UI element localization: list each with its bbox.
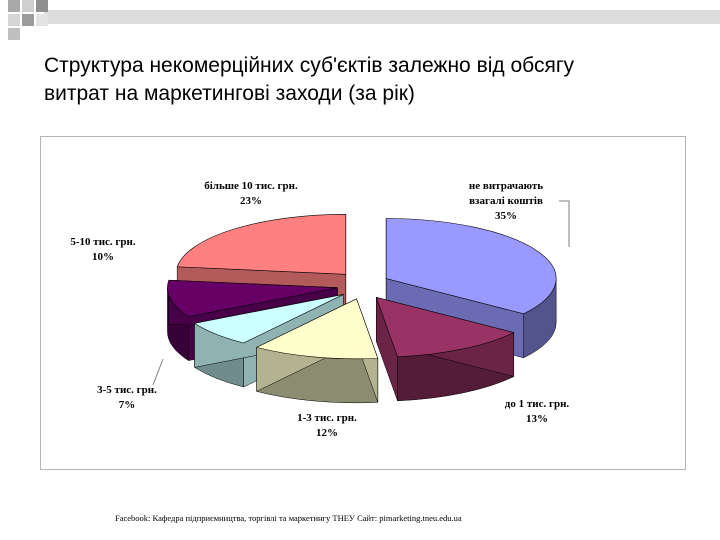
header-square <box>36 0 48 12</box>
header-bar <box>44 10 720 24</box>
slide-footer: Facebook: Кафедра підприємництва, торгів… <box>115 513 462 523</box>
slice-label: 35% <box>495 210 517 222</box>
label-leader-line <box>152 358 164 386</box>
chart-frame: не витрачають взагалі коштів 35% до 1 тис. … <box>40 136 686 470</box>
slice-label: 5-10 тис. грн. <box>70 236 135 248</box>
pie-slice <box>255 298 379 404</box>
slice-label: 3-5 тис. грн. <box>97 384 157 396</box>
slice-label: 23% <box>240 195 262 207</box>
header-square <box>36 14 48 26</box>
slice-label: 7% <box>119 399 136 411</box>
pie-slice <box>375 296 515 402</box>
slice-label: 1-3 тис. грн. <box>297 412 357 424</box>
slice-label: 12% <box>316 427 338 439</box>
header-square <box>8 0 20 12</box>
slice-label: до 1 тис. грн. <box>505 398 570 410</box>
slide-title: Структура некомерційних суб'єктів залежн… <box>44 52 684 108</box>
slice-label: взагалі коштів <box>469 195 543 207</box>
slide-title-line-1: Структура некомерційних суб'єктів залежн… <box>44 54 574 77</box>
header-square <box>8 14 20 26</box>
header-square <box>8 28 20 40</box>
header-square <box>22 0 34 12</box>
slide-header-decoration <box>8 0 720 40</box>
slice-label: більше 10 тис. грн. <box>204 180 298 192</box>
slide-title-line-2: витрат на маркетингові заходи (за рік) <box>44 82 415 105</box>
header-square <box>22 14 34 26</box>
slice-label: 10% <box>92 251 114 263</box>
pie-chart: не витрачають взагалі коштів 35% до 1 тис. … <box>70 180 570 439</box>
label-leader-line <box>559 200 570 247</box>
slice-label: 13% <box>526 413 548 425</box>
slice-label: не витрачають <box>469 180 543 192</box>
